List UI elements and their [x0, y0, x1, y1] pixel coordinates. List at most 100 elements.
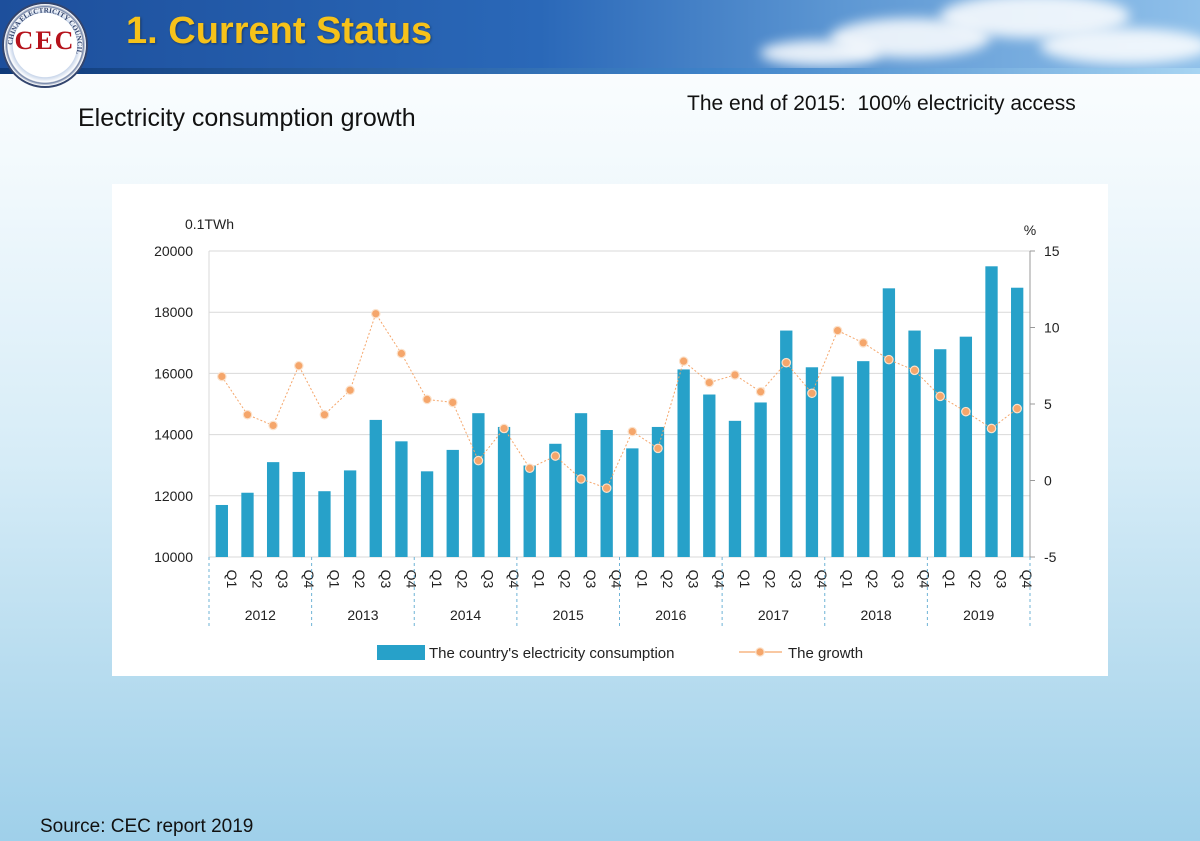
- bar: [780, 330, 793, 557]
- bar: [318, 491, 331, 557]
- x-quarter-label: Q2: [763, 570, 779, 589]
- bar: [626, 448, 639, 557]
- growth-point: [524, 463, 535, 474]
- header-stripe: [0, 68, 1200, 74]
- x-year-label: 2018: [860, 607, 891, 623]
- x-quarter-label: Q1: [840, 570, 856, 589]
- chart-panel: 10000 12000 14000 16000 18000 20000 -5 0 5 10 15 0.…: [112, 184, 1108, 676]
- bar: [395, 441, 408, 557]
- bar: [908, 330, 921, 557]
- y-left-tick-label: 14000: [154, 427, 193, 443]
- cloud-decoration: [760, 40, 880, 66]
- growth-point: [935, 391, 946, 402]
- bar: [805, 367, 819, 557]
- logo-ring: CHINA ELECTRICITY COUNCIL: [6, 7, 83, 56]
- x-quarter-label: Q2: [249, 570, 265, 589]
- x-quarter-label: Q2: [557, 570, 573, 589]
- growth-point: [884, 354, 894, 365]
- growth-point: [601, 483, 612, 493]
- x-quarter-label: Q4: [1019, 570, 1035, 589]
- x-quarter-label: Q4: [814, 570, 830, 589]
- growth-point: [268, 420, 278, 431]
- x-quarter-label: Q3: [686, 570, 702, 589]
- y-right-tick-label: 10: [1044, 320, 1060, 336]
- slide-subtitle: Electricity consumption growth: [78, 104, 416, 132]
- y-left-unit-label: 0.1TWh: [185, 216, 234, 232]
- x-quarter-label: Q3: [583, 570, 599, 589]
- x-quarter-label: Q1: [634, 570, 650, 589]
- growth-point: [627, 426, 638, 437]
- growth-point: [550, 451, 561, 461]
- growth-point: [653, 443, 663, 454]
- bar: [549, 443, 562, 557]
- slide-title: 1. Current Status: [126, 10, 433, 52]
- x-year-label: 2013: [347, 607, 378, 623]
- x-quarter-label: Q2: [352, 570, 368, 589]
- bar: [1011, 287, 1024, 557]
- x-quarter-label: Q4: [917, 570, 933, 589]
- bar: [677, 369, 690, 557]
- bar: [420, 471, 434, 557]
- growth-point: [807, 388, 817, 399]
- legend-swatch-bar: [377, 645, 425, 660]
- y-right-unit-label: %: [1024, 222, 1036, 238]
- x-quarter-label: Q2: [660, 570, 676, 589]
- x-quarter-label: Q4: [506, 570, 522, 589]
- bar: [703, 394, 716, 557]
- x-quarter-label: Q1: [224, 570, 240, 589]
- bar: [754, 402, 767, 557]
- bar: [985, 266, 998, 557]
- bar: [651, 426, 665, 557]
- growth-point: [396, 348, 407, 359]
- growth-point: [909, 365, 920, 376]
- bar: [600, 430, 613, 557]
- bar: [574, 413, 588, 557]
- y-left-tick-label: 16000: [154, 365, 193, 381]
- bar: [934, 349, 947, 557]
- growth-point: [473, 455, 484, 466]
- bar: [292, 471, 305, 557]
- x-year-label: 2016: [655, 607, 686, 623]
- x-year-label: 2012: [245, 607, 276, 623]
- growth-point: [755, 386, 766, 397]
- source-note: Source: CEC report 2019: [40, 816, 254, 837]
- cec-logo: CHINA ELECTRICITY COUNCIL CEC: [2, 2, 88, 88]
- x-quarter-label: Q4: [301, 570, 317, 589]
- y-left-tick-label: 20000: [154, 243, 193, 259]
- x-quarter-label: Q3: [275, 570, 291, 589]
- growth-point: [832, 325, 843, 336]
- growth-point: [1012, 403, 1022, 414]
- growth-point: [242, 409, 253, 420]
- y-right-tick-label: -5: [1044, 549, 1057, 565]
- x-year-label: 2015: [553, 607, 584, 623]
- growth-line: [221, 312, 1018, 489]
- bar: [831, 376, 844, 557]
- y-right-tick-label: 0: [1044, 473, 1052, 489]
- x-quarter-label: Q3: [788, 570, 804, 589]
- x-quarter-label: Q3: [994, 570, 1010, 589]
- x-quarter-label: Q3: [480, 570, 496, 589]
- y-right-tick-label: 5: [1044, 396, 1052, 412]
- slide-header: 1. Current Status: [0, 0, 1200, 68]
- bar: [728, 420, 742, 557]
- bar: [959, 336, 973, 557]
- bar: [241, 492, 254, 557]
- x-quarter-label: Q3: [378, 570, 394, 589]
- growth-point: [319, 409, 330, 420]
- x-quarter-label: Q2: [968, 570, 984, 589]
- x-quarter-label: Q1: [942, 570, 958, 589]
- x-quarter-label: Q2: [865, 570, 881, 589]
- growth-point: [345, 385, 355, 396]
- x-quarter-label: Q4: [403, 570, 419, 589]
- y-left-tick-label: 18000: [154, 304, 193, 320]
- bar: [215, 504, 228, 557]
- x-quarter-label: Q4: [609, 570, 625, 589]
- y-left-tick-label: 10000: [154, 549, 193, 565]
- legend-label-consumption: The country's electricity consumption: [429, 645, 674, 662]
- growth-point: [422, 394, 432, 405]
- cloud-decoration: [1040, 28, 1200, 64]
- legend-label-growth: The growth: [788, 645, 863, 662]
- x-quarter-label: Q1: [737, 570, 753, 589]
- x-quarter-label: Q1: [326, 570, 342, 589]
- bar: [343, 470, 357, 557]
